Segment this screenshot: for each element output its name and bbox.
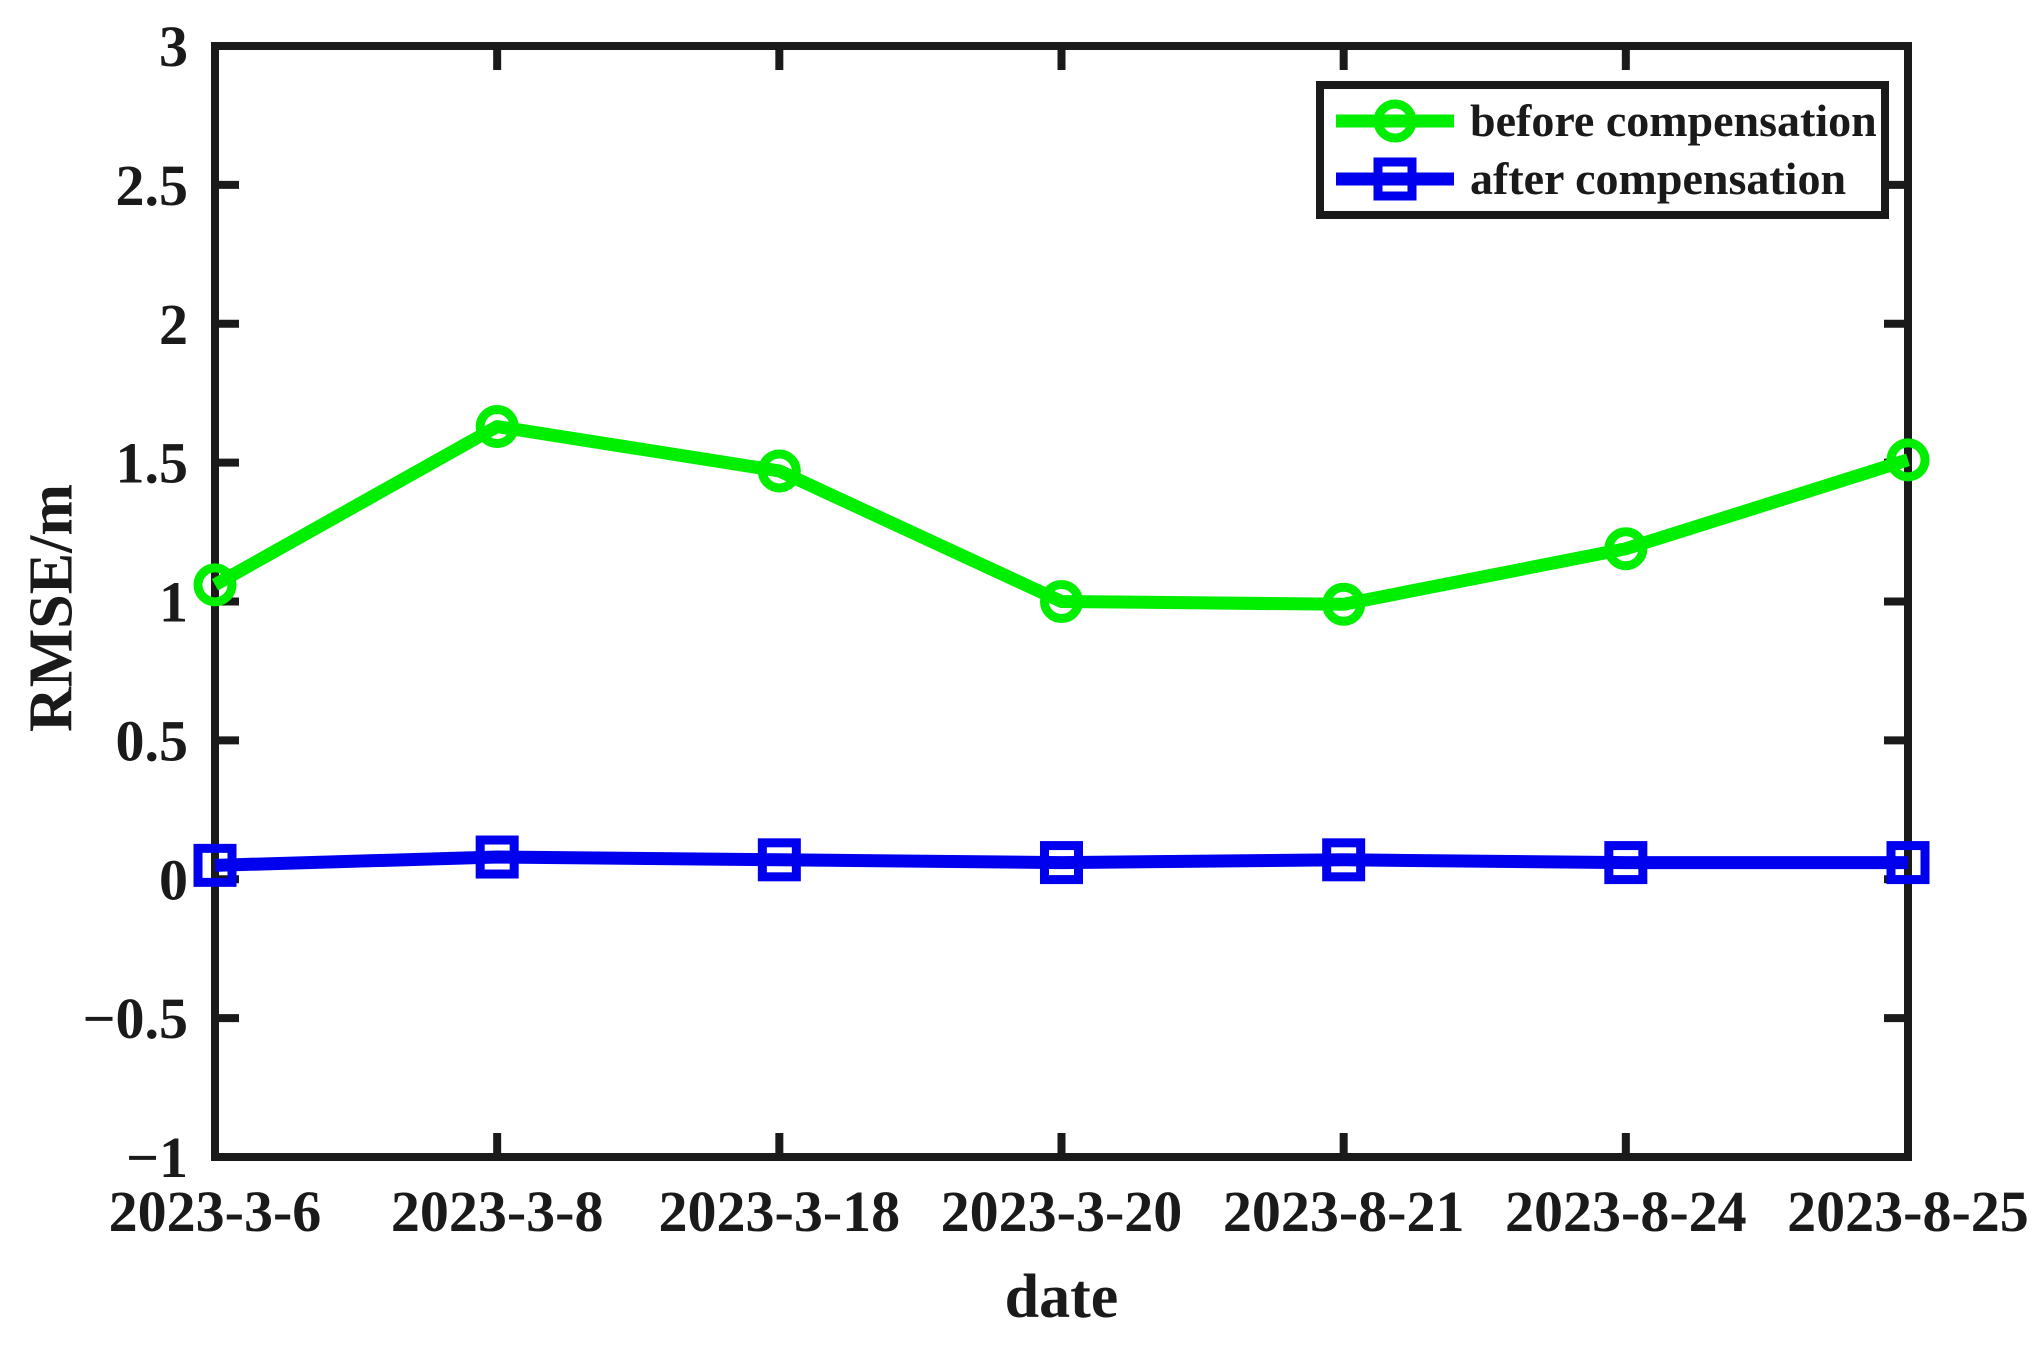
data-point-circle-marker <box>1322 582 1366 626</box>
y-tick-label: 0.5 <box>116 708 189 773</box>
data-point-square-marker <box>475 835 519 879</box>
data-point-square-marker <box>757 838 801 882</box>
data-point-square-marker <box>1322 838 1366 882</box>
legend-sample-circle-marker <box>1373 99 1417 143</box>
series-line-0 <box>211 420 1910 611</box>
legend-item: before compensation <box>1334 95 1881 147</box>
x-tick-label: 2023-8-21 <box>1223 1179 1465 1244</box>
x-tick-label: 2023-8-24 <box>1505 1179 1747 1244</box>
legend-item: after compensation <box>1334 153 1881 205</box>
y-tick-label: 3 <box>159 14 188 79</box>
x-tick-label: 2023-3-6 <box>109 1179 322 1244</box>
y-tick-label: 1 <box>159 570 188 635</box>
legend-item-label: before compensation <box>1470 95 1877 146</box>
x-tick-label: 2023-8-25 <box>1787 1179 2029 1244</box>
data-point-square-marker <box>193 843 237 887</box>
data-point-circle-marker <box>757 449 801 493</box>
y-axis-label: RMSE/m <box>17 484 86 732</box>
x-tick-label: 2023-3-20 <box>941 1179 1183 1244</box>
data-point-circle-marker <box>1040 580 1083 623</box>
series-line-1 <box>214 850 1908 872</box>
data-point-circle-marker <box>475 405 519 449</box>
data-point-circle-marker <box>1604 527 1648 571</box>
y-tick-label: 0 <box>159 847 188 912</box>
data-point-square-marker <box>1886 841 1930 885</box>
legend-line-circle-icon <box>1336 99 1454 143</box>
data-point-circle-marker <box>1886 438 1930 482</box>
y-tick-label: 2 <box>159 292 188 357</box>
x-tick-label: 2023-3-8 <box>391 1179 604 1244</box>
legend-item-label: after compensation <box>1470 153 1847 204</box>
data-point-circle-marker <box>193 563 237 607</box>
x-axis-label: date <box>1004 1263 1119 1331</box>
legend-sample-square-marker <box>1373 157 1417 201</box>
legend-line-square-icon <box>1336 157 1454 201</box>
data-point-square-marker <box>1040 841 1083 885</box>
y-tick-label: −1 <box>126 1125 188 1190</box>
legend: before compensation after compensation <box>1316 81 1889 219</box>
y-tick-label: −0.5 <box>82 986 188 1051</box>
y-tick-label: 1.5 <box>116 431 189 496</box>
data-point-square-marker <box>1604 841 1648 885</box>
y-tick-label: 2.5 <box>116 153 189 218</box>
x-tick-label: 2023-3-18 <box>659 1179 901 1244</box>
